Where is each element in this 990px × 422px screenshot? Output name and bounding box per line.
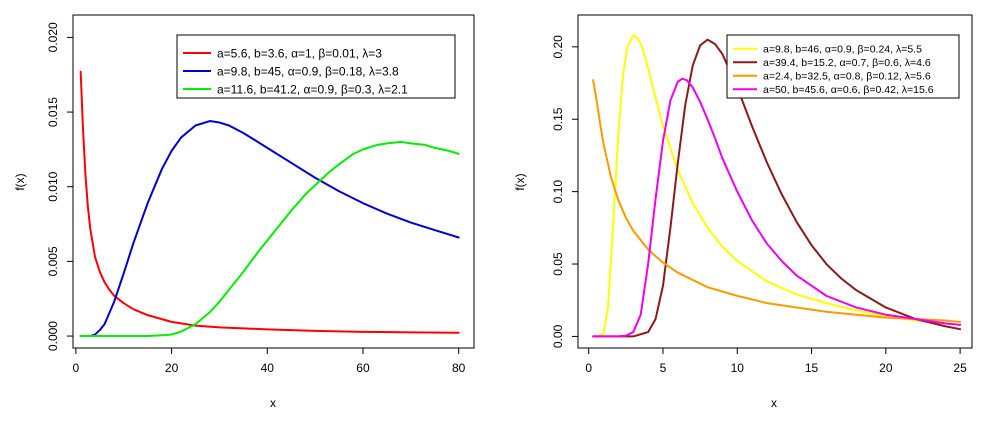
- x-tick-label: 0: [585, 361, 592, 375]
- x-tick-label: 60: [356, 361, 370, 375]
- x-tick-label: 40: [261, 361, 275, 375]
- x-tick-label: 0: [73, 361, 80, 375]
- y-tick-label: 0.015: [46, 97, 60, 127]
- series-line-2: [79, 120, 460, 338]
- series-line-1: [592, 34, 962, 338]
- legend-label: a=11.6, b=41.2, α=0.9, β=0.3, λ=2.1: [217, 82, 408, 96]
- legend-label: a=5.6, b=3.6, α=1, β=0.01, λ=3: [217, 46, 382, 60]
- x-tick-label: 15: [805, 361, 819, 375]
- series-line-1: [79, 70, 460, 334]
- legend: a=5.6, b=3.6, α=1, β=0.01, λ=3 a=9.8, b=4…: [176, 34, 456, 99]
- y-tick-label: 0.10: [551, 180, 565, 204]
- legend-label: a=50, b=45.6, α=0.6, β=0.42, λ=15.6: [763, 84, 934, 96]
- x-tick-label: 20: [879, 361, 893, 375]
- y-axis-title: f(x): [13, 173, 27, 190]
- y-tick-label: 0.15: [551, 107, 565, 131]
- x-axis-title: x: [270, 396, 276, 410]
- x-tick-label: 20: [165, 361, 179, 375]
- legend-label: a=9.8, b=46, α=0.9, β=0.24, λ=5.5: [763, 44, 922, 56]
- legend-label: a=39.4, b=15.2, α=0.7, β=0.6, λ=4.6: [763, 57, 931, 69]
- y-tick-label: 0.010: [46, 171, 60, 201]
- x-tick-label: 10: [731, 361, 745, 375]
- series-line-2: [592, 38, 962, 338]
- chart-panel-1: 0 20 40 60 80 0.000 0.005 0.010 0.015 0.020 x f(x) a…: [13, 14, 475, 410]
- x-tick-label: 5: [660, 361, 667, 375]
- legend-box: [176, 34, 456, 99]
- y-tick-label: 0.20: [551, 35, 565, 59]
- plot-frame: [72, 14, 475, 349]
- chart-panel-2: 0 5 10 15 20 25 0.00 0.05 0.10 0.15 0.20 x f(x) a=9.8…: [513, 14, 973, 410]
- series-line-3: [592, 79, 962, 323]
- x-tick-label: 25: [953, 361, 967, 375]
- y-tick-label: 0.000: [46, 321, 60, 351]
- y-tick-label: 0.005: [46, 246, 60, 276]
- legend: a=9.8, b=46, α=0.9, β=0.24, λ=5.5a=39.4,…: [726, 34, 960, 99]
- series-line-3: [79, 140, 460, 338]
- legend-label: a=2.4, b=32.5, α=0.8, β=0.12, λ=5.6: [763, 71, 931, 83]
- y-axis-title: f(x): [513, 173, 527, 190]
- legend-label: a=9.8, b=45, α=0.9, β=0.18, λ=3.8: [217, 64, 399, 78]
- plot-frame: [577, 14, 973, 349]
- series-line-4: [592, 77, 962, 338]
- legend-box: [726, 34, 960, 99]
- y-tick-label: 0.020: [46, 22, 60, 52]
- x-tick-label: 80: [452, 361, 466, 375]
- x-axis-title: x: [771, 396, 777, 410]
- y-tick-label: 0.05: [551, 252, 565, 276]
- y-tick-label: 0.00: [551, 324, 565, 348]
